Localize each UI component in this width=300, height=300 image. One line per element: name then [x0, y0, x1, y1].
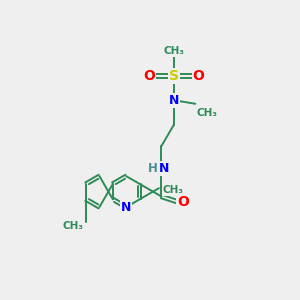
Text: N: N [159, 162, 170, 175]
Text: N: N [169, 94, 179, 107]
Text: CH₃: CH₃ [163, 185, 184, 195]
Text: CH₃: CH₃ [164, 46, 184, 56]
Text: S: S [169, 69, 179, 83]
Text: O: O [143, 69, 155, 83]
Text: CH₃: CH₃ [197, 108, 218, 118]
Text: O: O [177, 195, 189, 209]
Text: O: O [193, 69, 205, 83]
Text: CH₃: CH₃ [62, 221, 83, 231]
Text: H: H [148, 162, 158, 176]
Text: N: N [121, 201, 131, 214]
